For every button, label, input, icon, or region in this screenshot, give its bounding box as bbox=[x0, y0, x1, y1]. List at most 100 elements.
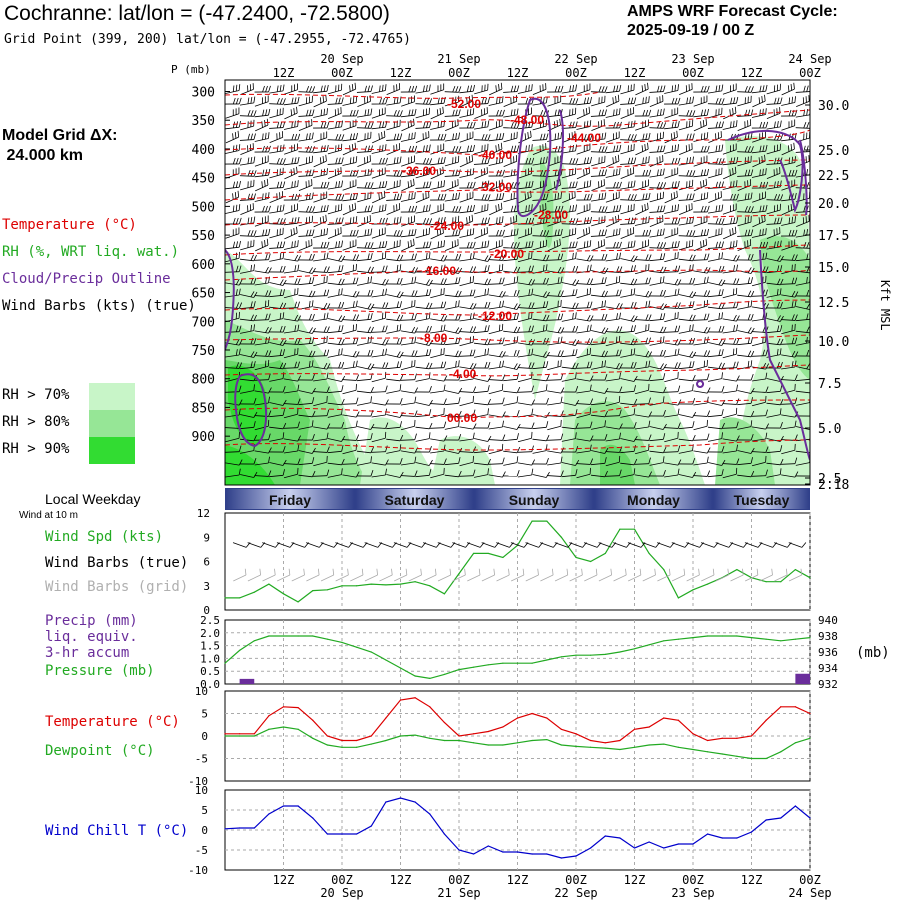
barb-flag bbox=[469, 276, 472, 284]
barb-flag bbox=[481, 229, 483, 236]
barb-flag bbox=[399, 230, 403, 237]
barb-flag bbox=[268, 410, 272, 417]
barb-flag bbox=[367, 276, 370, 284]
wind-barb bbox=[620, 375, 638, 382]
barb-flag bbox=[468, 216, 471, 223]
barb-flag bbox=[425, 279, 430, 286]
barb-flag bbox=[398, 143, 401, 150]
barb-staff bbox=[356, 174, 371, 178]
barb-staff bbox=[532, 115, 547, 117]
barb-flag bbox=[612, 217, 614, 224]
barb-flag bbox=[484, 84, 486, 91]
barb-staff bbox=[444, 402, 459, 406]
barb-flag bbox=[575, 289, 578, 296]
wind-barb bbox=[707, 302, 725, 310]
barb-flag bbox=[513, 276, 516, 284]
wind-barb bbox=[401, 95, 415, 107]
barb-flag bbox=[525, 145, 527, 152]
barb-flag bbox=[660, 289, 663, 297]
barb-flag bbox=[443, 301, 447, 308]
barb-flag bbox=[282, 181, 286, 188]
wind-barb bbox=[459, 144, 475, 154]
barb-flag bbox=[399, 133, 403, 140]
barb-flag bbox=[502, 397, 505, 404]
barb-flag bbox=[750, 86, 754, 93]
wind-barb bbox=[328, 227, 342, 239]
barb-flag bbox=[736, 444, 738, 452]
barb-flag bbox=[411, 326, 416, 333]
wind-barb bbox=[576, 287, 591, 299]
barb-staff bbox=[649, 114, 664, 118]
barb-staff bbox=[707, 223, 722, 225]
barb-flag bbox=[323, 228, 326, 236]
barb-flag bbox=[706, 327, 711, 334]
barb-flag bbox=[531, 204, 533, 211]
barb-flag bbox=[455, 86, 459, 93]
barb-staff bbox=[459, 150, 474, 154]
wind-barb bbox=[225, 157, 242, 165]
barb-flag bbox=[370, 363, 375, 370]
barb-flag bbox=[546, 301, 549, 308]
barb-flag bbox=[279, 312, 282, 320]
wind-barb bbox=[503, 289, 520, 297]
barb-flag bbox=[583, 205, 585, 212]
barb-staff bbox=[371, 90, 386, 94]
barb-flag bbox=[498, 180, 500, 187]
barb-flag bbox=[326, 455, 328, 463]
barb-staff bbox=[327, 270, 342, 274]
barb-flag bbox=[370, 266, 374, 273]
barb-staff bbox=[620, 173, 634, 179]
wind-barb bbox=[474, 227, 488, 239]
wind-barb bbox=[269, 107, 284, 119]
barb-flag bbox=[276, 121, 280, 129]
barb-flag bbox=[619, 312, 621, 320]
barb-staff bbox=[342, 354, 357, 358]
barb-flag bbox=[235, 338, 240, 345]
barb-flag bbox=[560, 215, 562, 222]
barb-flag bbox=[502, 471, 506, 478]
barb-staff bbox=[298, 402, 313, 406]
barb-flag bbox=[253, 434, 257, 441]
wind-barb bbox=[723, 106, 737, 120]
barb-flag bbox=[598, 169, 601, 177]
barb-flag bbox=[560, 419, 562, 427]
barb-flag bbox=[355, 360, 358, 368]
wind-barb bbox=[664, 338, 682, 346]
barb-flag bbox=[750, 109, 754, 116]
barb-flag bbox=[677, 227, 679, 234]
barb-flag bbox=[349, 85, 351, 92]
barb-flag bbox=[659, 336, 662, 344]
wind-barb bbox=[400, 387, 419, 394]
barb-staff bbox=[590, 402, 605, 406]
wind-barb bbox=[239, 397, 257, 405]
barb-flag bbox=[692, 314, 696, 321]
barb-flag bbox=[744, 121, 746, 128]
barb-staff bbox=[342, 294, 357, 298]
barb-flag bbox=[749, 239, 752, 246]
wind-barb bbox=[283, 338, 301, 345]
barb-flag bbox=[454, 180, 456, 187]
barb-flag bbox=[601, 277, 604, 284]
barb-flag bbox=[677, 180, 680, 188]
barb-staff bbox=[664, 451, 679, 453]
wind-barb bbox=[503, 131, 518, 143]
wind-barb bbox=[342, 132, 358, 142]
wind-barb bbox=[561, 459, 580, 466]
barb-flag bbox=[575, 279, 580, 286]
barb-staff bbox=[664, 271, 679, 273]
barb-staff bbox=[678, 175, 693, 177]
wind-barb bbox=[327, 361, 345, 369]
wind-barb bbox=[473, 458, 491, 466]
wind-barb bbox=[473, 180, 490, 190]
wind-barb bbox=[503, 446, 521, 454]
barb-flag bbox=[414, 387, 419, 394]
wind-barb bbox=[444, 387, 463, 394]
barb-flag bbox=[589, 278, 594, 285]
barb-flag bbox=[341, 203, 343, 211]
barb-flag bbox=[560, 373, 564, 380]
barb-flag bbox=[674, 204, 677, 212]
barb-flag bbox=[750, 327, 755, 334]
barb-flag bbox=[297, 120, 299, 127]
wind-barb bbox=[590, 300, 606, 310]
wind-barb bbox=[356, 433, 373, 442]
